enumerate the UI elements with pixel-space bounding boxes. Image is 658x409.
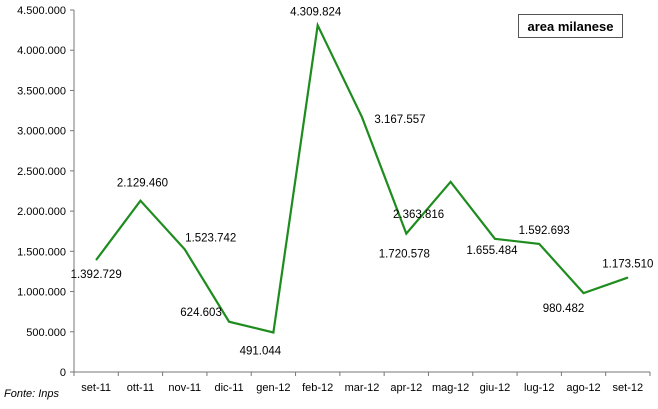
data-label: 1.523.742 [185,232,236,244]
data-label: 1.592.693 [519,225,570,237]
x-tick-label: mar-12 [345,382,380,394]
x-tick-label: dic-11 [214,382,243,394]
x-tick-label: giu-12 [480,382,511,394]
data-label: 1.392.729 [71,269,122,281]
source-note: Fonte: Inps [4,388,60,400]
data-label: 1.655.484 [466,245,518,257]
data-label: 3.167.557 [374,114,425,126]
y-tick-label: 4.000.000 [17,45,66,57]
data-point [583,292,585,294]
data-point [450,181,452,183]
data-label: 4.309.824 [290,6,342,18]
data-label: 2.129.460 [117,178,168,190]
y-tick-label: 0 [60,367,66,379]
x-tick-label: mag-12 [432,382,469,394]
chart-title-box: area milanese [518,14,623,38]
x-tick-label: gen-12 [256,382,290,394]
x-tick-label: set-11 [81,382,111,394]
x-tick-label: feb-12 [302,382,333,394]
data-label: 1.720.578 [379,249,430,261]
x-tick-label: apr-12 [390,382,422,394]
data-point [494,238,496,240]
y-tick-label: 1.000.000 [17,287,66,299]
data-point [95,259,97,261]
y-tick-label: 2.000.000 [17,206,66,218]
x-tick-label: set-12 [613,382,644,394]
data-label: 1.173.510 [602,259,653,271]
data-point [228,321,230,323]
y-tick-label: 1.500.000 [17,246,66,258]
data-point [627,277,629,279]
data-label: 624.603 [180,307,222,319]
y-tick-label: 3.500.000 [17,85,66,97]
data-point [317,24,319,26]
x-tick-label: lug-12 [524,382,555,394]
data-label: 491.044 [240,345,282,357]
x-tick-label: ago-12 [566,382,600,394]
data-label: 2.363.816 [393,209,444,221]
chart-title: area milanese [527,18,614,34]
data-point [184,248,186,250]
y-tick-label: 4.500.000 [17,5,66,17]
data-label: 980.482 [543,303,585,315]
y-tick-label: 500.000 [26,327,66,339]
x-tick-label: ott-11 [127,382,154,394]
x-tick-label: nov-11 [168,382,201,394]
y-tick-label: 3.000.000 [17,126,66,138]
data-point [139,200,141,202]
data-point [538,243,540,245]
data-point [405,233,407,235]
y-tick-label: 2.500.000 [17,166,66,178]
data-point [361,116,363,118]
series-line [95,21,629,334]
data-point [272,331,274,333]
